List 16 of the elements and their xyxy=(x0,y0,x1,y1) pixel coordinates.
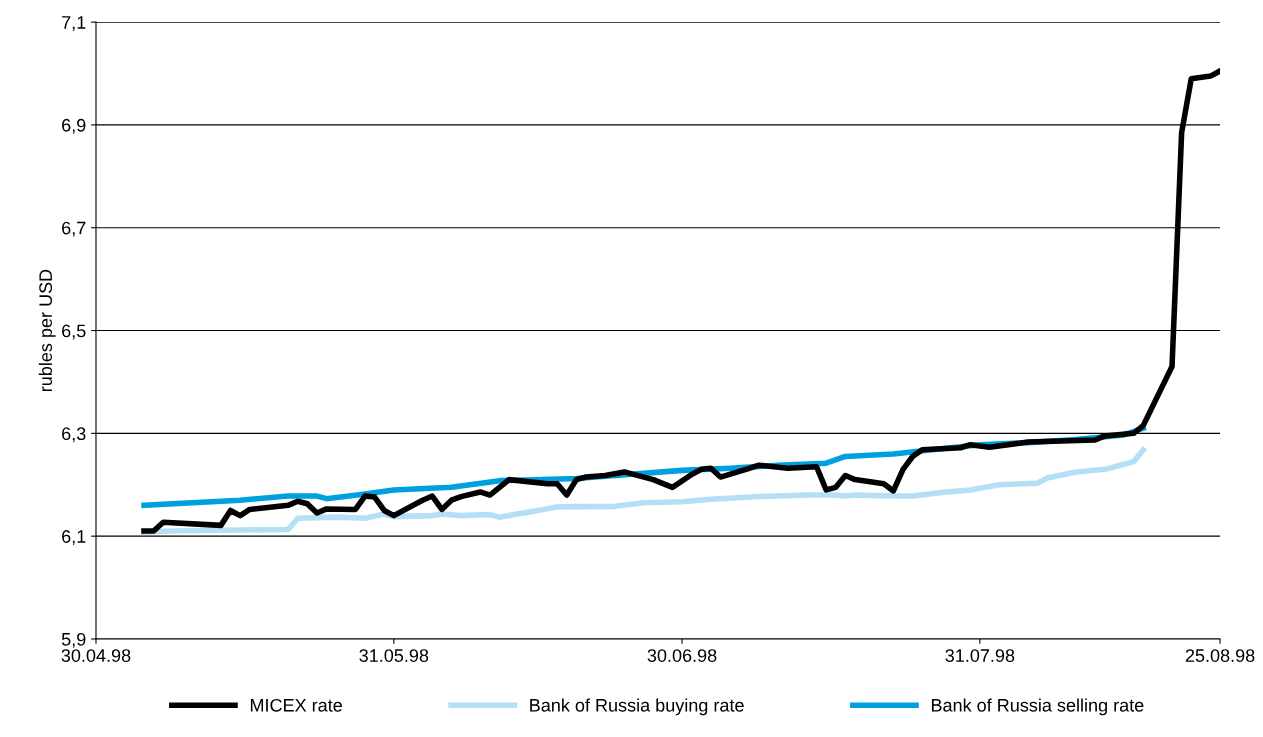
legend-label: MICEX rate xyxy=(250,698,342,712)
x-tick-label: 30.06.98 xyxy=(647,649,717,662)
x-tick-label: 25.08.98 xyxy=(1185,649,1255,662)
legend-label: Bank of Russia selling rate xyxy=(931,698,1144,716)
y-tick-label: 6,7 xyxy=(62,221,86,237)
y-axis-title: rubles per USD xyxy=(38,269,56,392)
y-tick-label: 6,3 xyxy=(62,427,86,443)
legend-label: Bank of Russia buying rate xyxy=(530,698,744,716)
y-tick-label: 7,1 xyxy=(62,16,86,31)
y-tick-label: 6,1 xyxy=(62,530,86,546)
y-tick-label: 5,9 xyxy=(61,632,86,648)
y-tick-label: 6,9 xyxy=(62,118,86,134)
y-tick-label: 6,5 xyxy=(62,324,86,340)
x-tick-label: 31.05.98 xyxy=(359,649,429,662)
x-tick-label: 30.04.98 xyxy=(61,649,131,662)
x-tick-label: 31.07.98 xyxy=(945,649,1015,662)
